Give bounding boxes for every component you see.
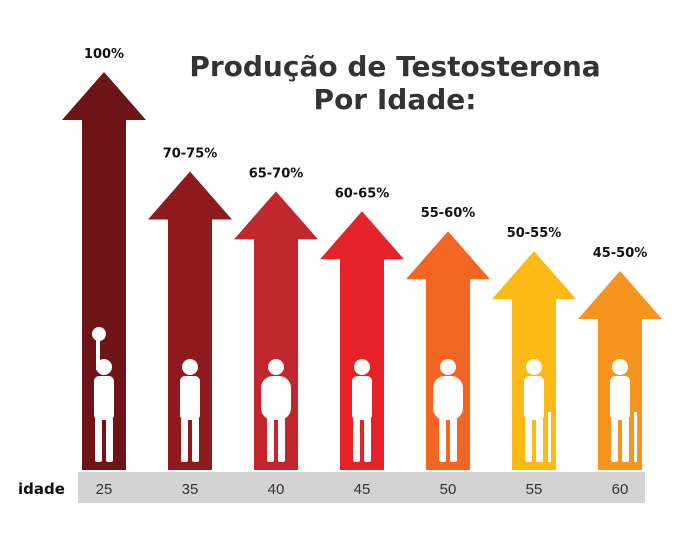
figure-leg-left <box>439 418 446 462</box>
elderly-man-with-cane-icon <box>610 359 637 462</box>
figure-leg-right <box>278 418 285 462</box>
figure-leg-right <box>364 418 371 462</box>
arrow-shape <box>406 231 490 470</box>
figure-torso <box>261 376 291 420</box>
figure-ball <box>92 327 106 341</box>
figure-leg-left <box>525 418 532 462</box>
value-labels-group: 100% 70-75% 65-70% 60-65% 55-60% 50-55% 45-50% <box>84 47 647 261</box>
figure-leg-left <box>353 418 360 462</box>
figure-cane <box>634 412 637 462</box>
figure-leg-right <box>106 418 113 462</box>
figure-torso <box>610 376 630 420</box>
heavy-man-icon <box>261 359 291 462</box>
value-label-35: 70-75% <box>163 147 218 162</box>
chart-title: Produção de Testosterona Por Idade: <box>150 50 640 116</box>
walking-man-icon <box>352 359 372 462</box>
value-label-40: 65-70% <box>249 166 304 181</box>
figure-cane <box>548 412 551 462</box>
arrow-shape <box>320 211 404 471</box>
value-label-45: 60-65% <box>335 186 390 201</box>
figure-head <box>440 359 456 375</box>
arrow-shape <box>62 72 146 470</box>
heavy-man-icon <box>433 359 463 462</box>
figure-leg-right <box>536 418 543 462</box>
figure-leg-left <box>95 418 102 462</box>
x-axis-band <box>78 472 645 503</box>
figure-head <box>268 359 284 375</box>
man-with-cane-icon <box>524 359 551 462</box>
value-label-60: 45-50% <box>593 246 648 261</box>
x-tick-50: 50 <box>440 481 457 498</box>
x-tick-40: 40 <box>268 481 285 498</box>
arrow-bar-40 <box>234 191 318 470</box>
bars-group <box>62 72 662 471</box>
arrow-shape <box>148 171 232 470</box>
figure-torso <box>180 376 200 420</box>
x-tick-25: 25 <box>96 481 113 498</box>
arrow-bar-60 <box>578 271 662 470</box>
arrow-bar-25 <box>62 72 146 470</box>
figure-head <box>612 359 628 375</box>
chart-title-line-2: Por Idade: <box>313 83 477 116</box>
x-tick-60: 60 <box>612 481 629 498</box>
figure-torso <box>352 376 372 420</box>
chart-title-line-1: Produção de Testosterona <box>189 50 601 83</box>
figure-head <box>526 359 542 375</box>
figure-leg-left <box>181 418 188 462</box>
arrow-bar-50 <box>406 231 490 470</box>
figure-leg-right <box>450 418 457 462</box>
figure-raised-arm <box>96 340 100 370</box>
value-label-55: 50-55% <box>507 226 562 241</box>
figure-leg-left <box>611 418 618 462</box>
figure-head <box>354 359 370 375</box>
figure-leg-right <box>622 418 629 462</box>
figure-leg-left <box>267 418 274 462</box>
x-axis-label: idade <box>18 480 65 498</box>
arrow-bar-45 <box>320 211 404 471</box>
figure-torso <box>524 376 544 420</box>
value-label-50: 55-60% <box>421 206 476 221</box>
figure-leg-right <box>192 418 199 462</box>
arrow-bar-55 <box>492 251 576 470</box>
figure-torso <box>94 376 114 420</box>
figure-torso <box>433 376 463 420</box>
basketball-player-icon <box>92 327 114 462</box>
arrow-shape <box>234 191 318 470</box>
value-label-25: 100% <box>84 47 124 62</box>
standing-man-icon <box>180 359 200 462</box>
arrow-bar-35 <box>148 171 232 470</box>
figure-head <box>182 359 198 375</box>
x-tick-45: 45 <box>354 481 371 498</box>
x-tick-55: 55 <box>526 481 543 498</box>
x-tick-35: 35 <box>182 481 199 498</box>
tick-labels-group: 25 35 40 45 50 55 60 <box>96 481 629 498</box>
